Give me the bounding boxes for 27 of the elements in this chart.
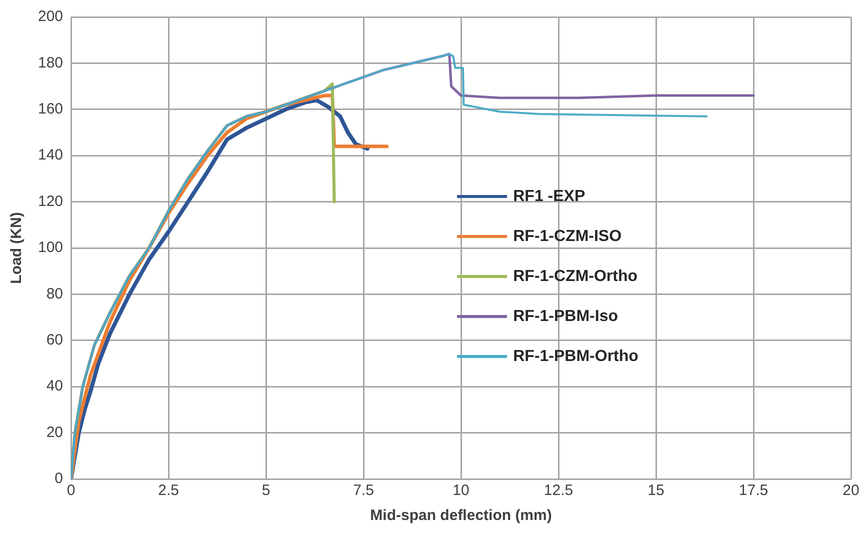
y-tick-label: 20 xyxy=(46,424,64,441)
x-tick-label: 2.5 xyxy=(158,482,179,500)
legend-label: RF-1-PBM-Ortho xyxy=(513,348,638,366)
y-tick-label: 0 xyxy=(54,470,64,488)
y-tick-label: 140 xyxy=(38,146,64,164)
x-tick-label: 15 xyxy=(648,482,664,500)
x-tick-label: 20 xyxy=(842,482,860,500)
x-tick-label: 5 xyxy=(262,482,270,500)
y-tick-label: 160 xyxy=(38,100,64,118)
y-tick-label: 40 xyxy=(46,378,64,395)
x-axis-title: Mid-span deflection (mm) xyxy=(370,507,552,524)
y-tick-label: 120 xyxy=(38,192,64,210)
y-tick-label: 60 xyxy=(46,332,64,349)
legend-label: RF-1-PBM-Iso xyxy=(513,308,618,326)
x-tick-label: 12.5 xyxy=(544,482,574,500)
legend-label: RF1 -EXP xyxy=(513,188,586,206)
x-tick-label: 0 xyxy=(66,482,76,500)
y-tick-label: 180 xyxy=(38,54,64,72)
x-tick-label: 7.5 xyxy=(353,482,374,500)
y-axis-title: Load (KN) xyxy=(8,212,26,284)
y-tick-label: 100 xyxy=(38,239,64,256)
y-tick-label: 200 xyxy=(38,8,64,26)
legend-label: RF-1-CZM-Ortho xyxy=(513,268,638,286)
x-tick-label: 17.5 xyxy=(738,482,768,500)
y-tick-label: 80 xyxy=(46,285,64,302)
legend-label: RF-1-CZM-ISO xyxy=(513,228,622,246)
x-tick-label: 10 xyxy=(452,482,470,500)
